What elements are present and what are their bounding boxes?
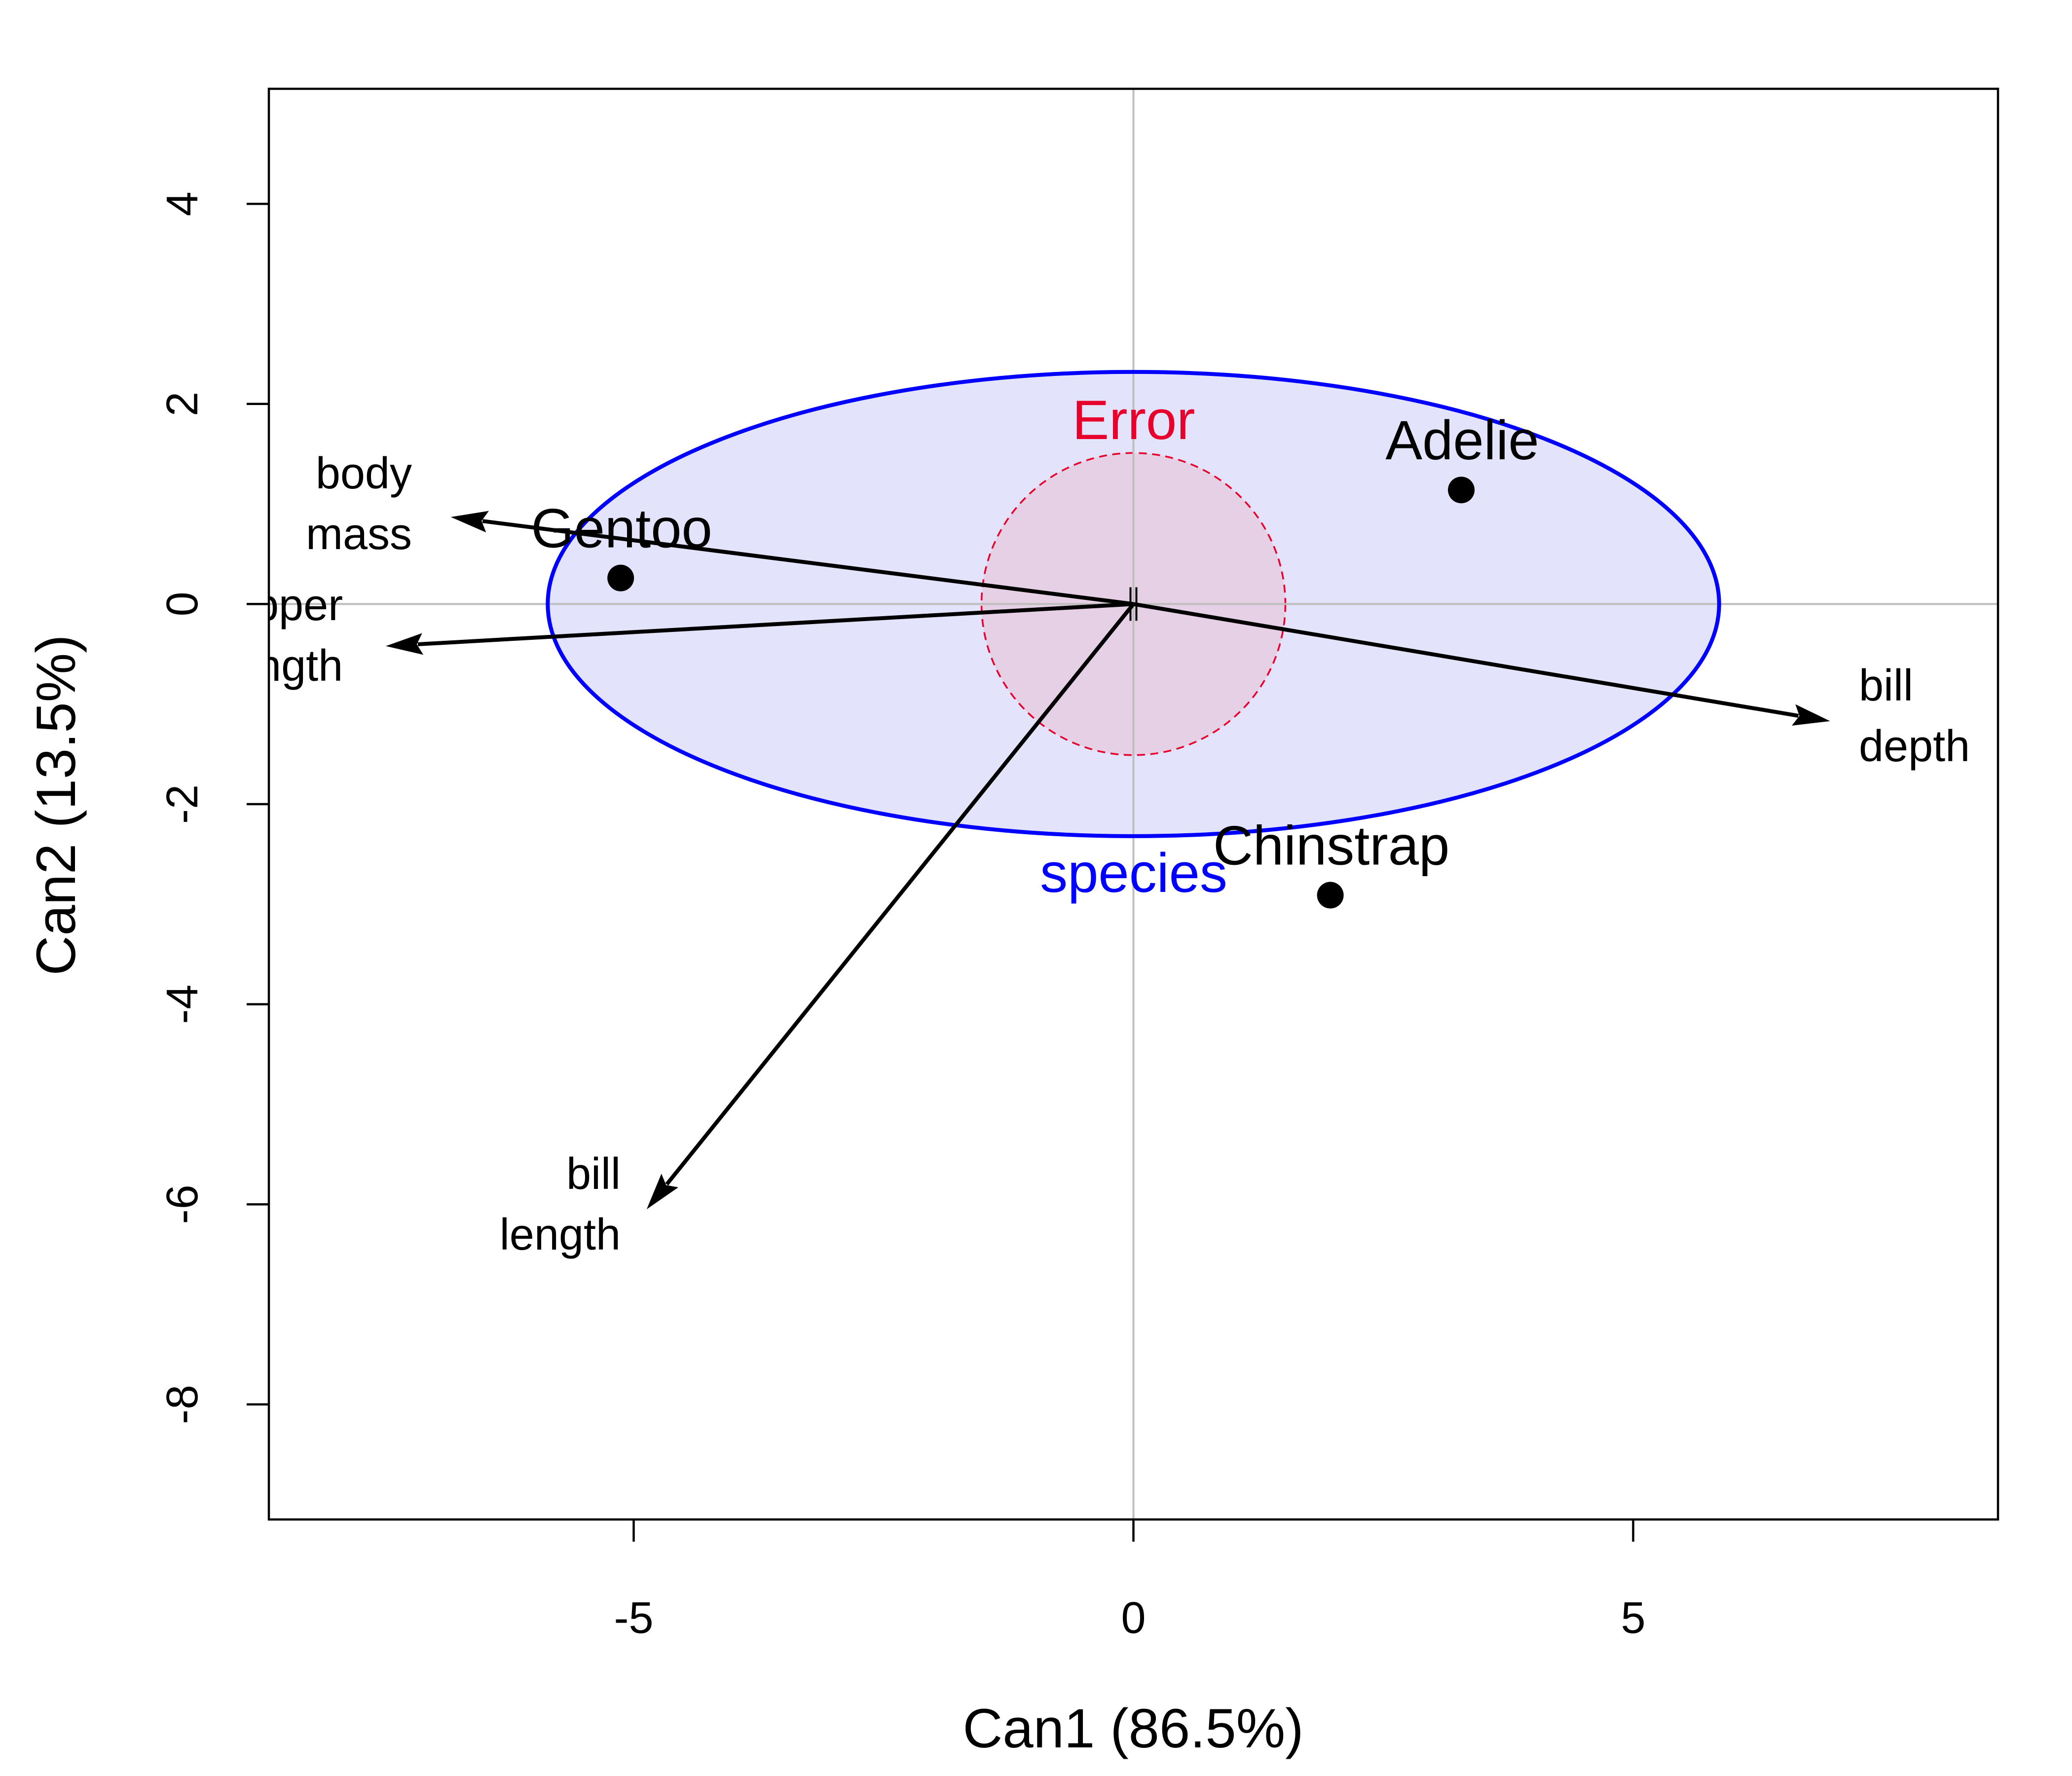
point-label: Chinstrap bbox=[1213, 815, 1449, 877]
vector-label: mass bbox=[306, 510, 412, 559]
species-ellipse-outline bbox=[546, 370, 1721, 838]
data-point bbox=[1448, 477, 1475, 504]
plot-area: Error species body mass flipper length bill dep… bbox=[222, 89, 1998, 1519]
vector-arrow-head bbox=[646, 1174, 678, 1210]
vector-label: length bbox=[222, 641, 343, 691]
vector-label: bill bbox=[1859, 661, 1913, 710]
data-point bbox=[607, 564, 634, 592]
data-point bbox=[1317, 882, 1344, 909]
y-tick-label: -2 bbox=[158, 784, 207, 824]
vector-arrow-head bbox=[450, 511, 489, 533]
x-tick-label: -5 bbox=[614, 1593, 653, 1643]
y-tick-label: -6 bbox=[158, 1184, 207, 1224]
point-label: Adelie bbox=[1385, 409, 1539, 471]
axes: -5 0 5 -8 -6 -4 -2 0 2 4 bbox=[158, 191, 1646, 1643]
y-tick-label: 4 bbox=[158, 191, 207, 216]
y-tick-label: 0 bbox=[158, 592, 207, 616]
y-tick-label: 2 bbox=[158, 392, 207, 416]
ellipse-label-error: Error bbox=[1073, 389, 1195, 451]
ellipse-label-species: species bbox=[1040, 842, 1227, 904]
vector-arrow-head bbox=[386, 633, 424, 655]
point-label: Gentoo bbox=[531, 498, 712, 559]
vector-label: length bbox=[500, 1210, 621, 1259]
vector-arrow-line bbox=[417, 602, 1134, 646]
vector-arrow-head bbox=[1792, 704, 1830, 726]
y-tick-label: -4 bbox=[158, 985, 207, 1024]
y-tick-label: -8 bbox=[158, 1385, 207, 1424]
y-axis-label: Can2 (13.5%) bbox=[25, 634, 87, 975]
x-tick-label: 0 bbox=[1121, 1593, 1146, 1643]
vector-label: body bbox=[316, 449, 412, 498]
x-axis-label: Can1 (86.5%) bbox=[962, 1698, 1303, 1759]
vector-label: depth bbox=[1859, 722, 1970, 771]
vector-arrow-line bbox=[665, 602, 1135, 1186]
x-tick-label: 5 bbox=[1621, 1593, 1645, 1643]
vector-label: flipper bbox=[222, 581, 343, 630]
vector-arrow-line bbox=[482, 519, 1134, 606]
vector-label: bill bbox=[566, 1149, 621, 1199]
vector-arrow-line bbox=[1133, 602, 1799, 718]
